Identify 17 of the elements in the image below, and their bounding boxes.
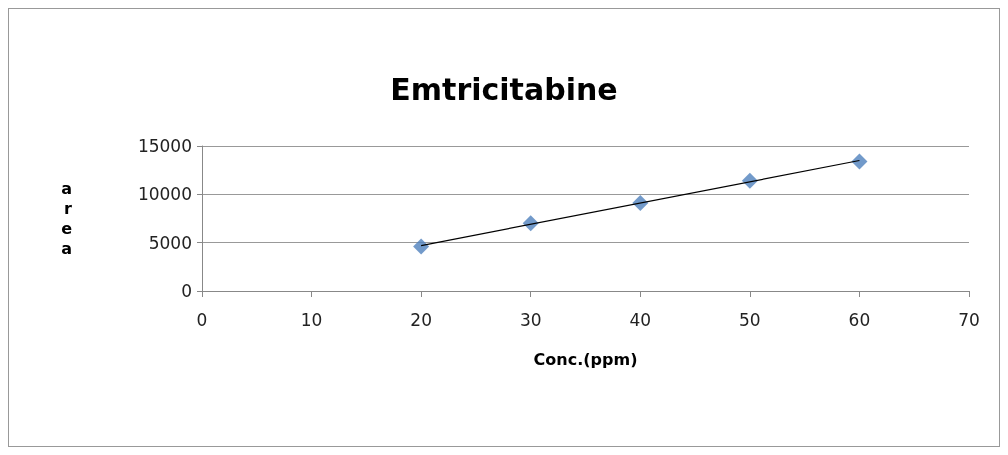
x-tick-label: 60 [848, 309, 871, 330]
y-tick-label: 15000 [137, 136, 192, 156]
x-tick-label: 10 [300, 309, 323, 330]
point [413, 238, 430, 255]
x-axis-title: Conc.(ppm) [533, 349, 638, 369]
y-tick-label: 0 [181, 281, 192, 301]
x-tick-label: 50 [739, 309, 761, 330]
x-tick-label: 30 [519, 309, 542, 330]
chart-title: Emtricitabine [390, 71, 618, 107]
point [851, 153, 868, 170]
y-tick-label: 5000 [148, 232, 192, 253]
x-tick-label: 20 [410, 309, 432, 330]
y-axis-title: area [61, 179, 73, 258]
y-tick-label: 10000 [137, 184, 192, 205]
x-tick-label: 40 [629, 309, 652, 330]
x-tick-label: 70 [958, 309, 980, 330]
x-tick-label: 0 [196, 309, 208, 330]
